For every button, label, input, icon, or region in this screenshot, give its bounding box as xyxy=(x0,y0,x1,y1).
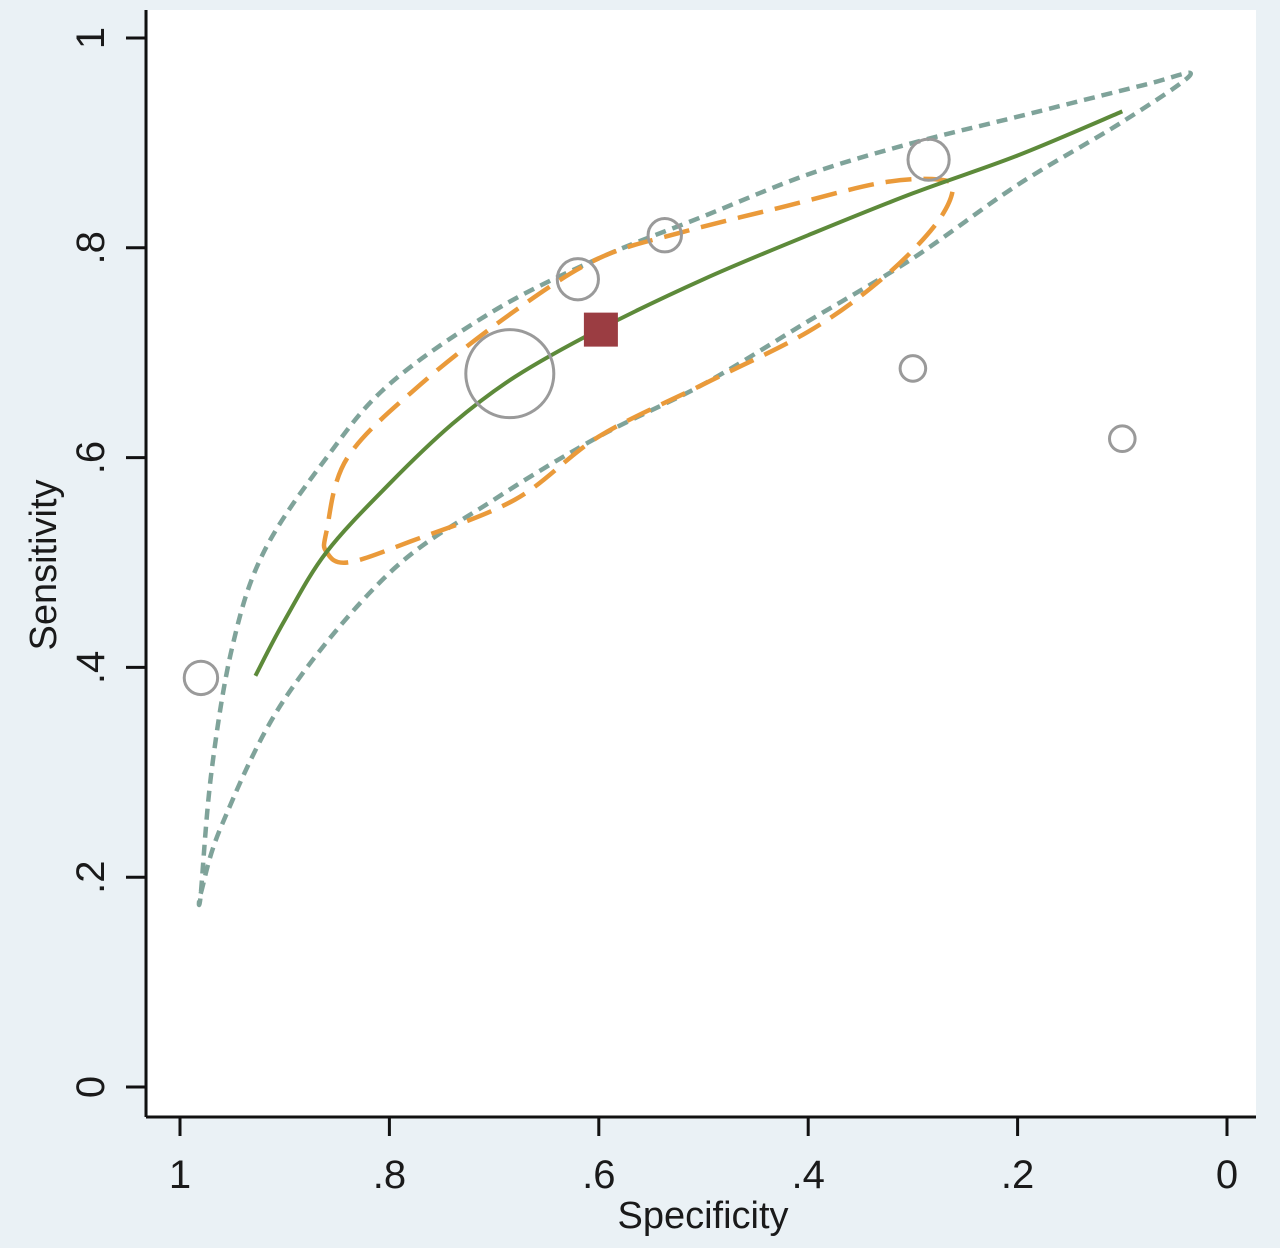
summary-point-marker xyxy=(583,312,618,347)
regions-layer xyxy=(196,70,1193,907)
axes-layer xyxy=(144,10,1256,1119)
markers-layer xyxy=(182,137,1137,697)
confidence-region-contour xyxy=(321,176,956,566)
x-axis-title: Specificity xyxy=(617,1195,788,1237)
x-tick-label: 1 xyxy=(169,1153,191,1197)
study-point-6 xyxy=(898,354,928,383)
y-tick-label: .8 xyxy=(69,231,113,264)
y-tick-label: 0 xyxy=(69,1076,113,1098)
study-point-7 xyxy=(1108,424,1137,454)
y-tick-label: .6 xyxy=(69,441,113,474)
y-ticks: 0 .2 .4 .6 .8 1 xyxy=(69,27,146,1098)
x-tick-label: .4 xyxy=(792,1153,825,1197)
y-tick-label: .4 xyxy=(69,651,113,684)
x-tick-label: .2 xyxy=(1001,1153,1034,1197)
x-tick-label: .6 xyxy=(582,1153,615,1197)
prediction-region-contour xyxy=(196,70,1193,907)
study-point-3 xyxy=(555,257,600,302)
x-tick-label: .8 xyxy=(373,1153,406,1197)
study-point-2 xyxy=(464,328,556,420)
study-point-4 xyxy=(646,217,683,254)
study-point-1 xyxy=(182,659,220,697)
study-point-5 xyxy=(906,137,951,182)
y-tick-label: .2 xyxy=(69,861,113,894)
x-ticks: 1 .8 .6 .4 .2 0 xyxy=(169,1117,1238,1197)
x-tick-label: 0 xyxy=(1216,1153,1238,1197)
y-axis-title: Sensitivity xyxy=(23,479,65,650)
y-tick-label: 1 xyxy=(69,27,113,49)
plot-area xyxy=(148,10,1256,1116)
